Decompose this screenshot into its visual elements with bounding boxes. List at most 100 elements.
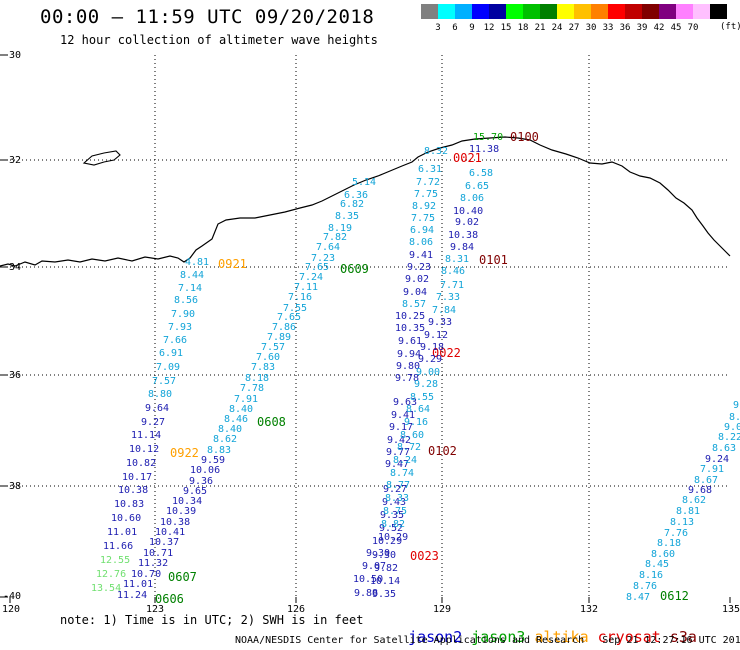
color-scale-tick: 21 <box>534 23 546 33</box>
pass-time-label: 0612 <box>660 589 689 603</box>
swh-value: 7.91 <box>234 394 258 405</box>
map-title: 00:00 – 11:59 UTC 09/20/2018 <box>40 6 375 28</box>
color-scale-unit: (ft) <box>720 22 740 32</box>
swh-value: 10.17 <box>122 472 152 483</box>
swh-value: 7.66 <box>163 335 187 346</box>
swh-value: 8.62 <box>682 495 706 506</box>
pass-time-label: 0021 <box>453 151 482 165</box>
swh-value: 7.16 <box>288 292 312 303</box>
color-swatch <box>421 4 438 19</box>
swh-value: 7.75 <box>414 189 438 200</box>
pass-time-label: 0609 <box>340 262 369 276</box>
swh-value: 8.83 <box>207 445 231 456</box>
swh-value: 7.65 <box>277 312 301 323</box>
swh-value: 9.43 <box>382 497 406 508</box>
swh-value: 8.56 <box>174 295 198 306</box>
swh-value: 8.46 <box>441 266 465 277</box>
swh-value: 9.64 <box>145 403 169 414</box>
swh-value: 8.31 <box>445 254 469 265</box>
lat-label-38: -38 <box>3 481 22 492</box>
color-swatch <box>676 4 693 19</box>
color-scale-tick: 6 <box>452 23 458 33</box>
swh-value: 7.09 <box>156 362 180 373</box>
swh-value: 7.24 <box>299 272 323 283</box>
swh-value: 8.80 <box>148 389 172 400</box>
swh-value: 8.40 <box>229 404 253 415</box>
kangaroo-island <box>82 150 121 166</box>
swh-value: 6.58 <box>469 168 493 179</box>
swh-value: 12.76 <box>96 569 126 580</box>
lon-label-132: 132 <box>580 604 599 615</box>
swh-value: 9. <box>733 400 740 411</box>
swh-value: 7.82 <box>323 232 347 243</box>
pass-time-label: 0921 <box>218 257 247 271</box>
swh-value: 7.57 <box>152 376 176 387</box>
color-swatch <box>642 4 659 19</box>
swh-value: 9.17 <box>389 422 413 433</box>
swh-value: 10.29 <box>372 536 402 547</box>
swh-value: 8. <box>729 412 740 423</box>
swh-value: 9.84 <box>450 242 474 253</box>
swh-value: 9.42 <box>387 435 411 446</box>
swh-value: 9.29 <box>418 354 442 365</box>
pass-time-label: 0606 <box>155 592 184 606</box>
pass-time-label: 0101 <box>479 253 508 267</box>
swh-value: 9.80 <box>396 361 420 372</box>
swh-value: 9.02 <box>405 274 429 285</box>
color-scale-tick: 3 <box>435 23 441 33</box>
swh-value: 8.74 <box>390 468 414 479</box>
swh-value: 9.88 <box>354 588 378 599</box>
swh-value: 7.60 <box>256 352 280 363</box>
color-swatch <box>574 4 591 19</box>
color-swatch <box>625 4 642 19</box>
swh-value: 9.18 <box>420 342 444 353</box>
swh-value: 9.94 <box>397 349 421 360</box>
swh-value: 7.86 <box>272 322 296 333</box>
swh-value: 8.63 <box>712 443 736 454</box>
swh-value: 10.37 <box>149 537 179 548</box>
swh-value: 6.65 <box>465 181 489 192</box>
swh-value: 9.30 <box>372 550 396 561</box>
lon-label-129: 129 <box>433 604 452 615</box>
swh-value: 8.57 <box>402 299 426 310</box>
swh-value: 10.12 <box>129 444 159 455</box>
swh-value: 7.64 <box>316 242 340 253</box>
color-scale-tick: 9 <box>469 23 475 33</box>
swh-value: 8.06 <box>460 193 484 204</box>
color-scale-tick: 18 <box>517 23 529 33</box>
swh-value: 9.52 <box>379 523 403 534</box>
swh-value: 8.62 <box>213 434 237 445</box>
swh-value: 9.04 <box>403 287 427 298</box>
swh-value: 11.01 <box>107 527 137 538</box>
swh-value: 10.35 <box>395 323 425 334</box>
swh-value: 9.02 <box>455 217 479 228</box>
pass-time-label: 0102 <box>428 444 457 458</box>
color-swatch <box>659 4 676 19</box>
color-scale-tick: 45 <box>670 23 682 33</box>
swh-value: 8.75 <box>383 506 407 517</box>
swh-value: 9.77 <box>386 447 410 458</box>
color-scale-tick: 30 <box>585 23 597 33</box>
swh-value: 10.40 <box>453 206 483 217</box>
swh-value: 10.83 <box>114 499 144 510</box>
swh-value: 7.57 <box>261 342 285 353</box>
swh-value: 11.01 <box>123 579 153 590</box>
swh-value: 6.36 <box>344 190 368 201</box>
swh-value: 9.12 <box>424 330 448 341</box>
swh-value: 9.35 <box>380 510 404 521</box>
swh-value: 8.32 <box>424 146 448 157</box>
swh-value: 9.41 <box>391 410 415 421</box>
color-scale-tick: 12 <box>483 23 495 33</box>
swh-value: 9.28 <box>414 379 438 390</box>
swh-value: 9.27 <box>383 484 407 495</box>
color-scale-tick: 70 <box>687 23 699 33</box>
swh-value: 10.60 <box>111 513 141 524</box>
swh-value: 11.66 <box>103 541 133 552</box>
color-swatch <box>608 4 625 19</box>
color-scale-tick: 39 <box>636 23 648 33</box>
australia-coastline <box>0 136 731 267</box>
swh-value: 9.78 <box>395 373 419 384</box>
swh-value: 8.67 <box>694 475 718 486</box>
swh-value: 8.22 <box>718 432 740 443</box>
